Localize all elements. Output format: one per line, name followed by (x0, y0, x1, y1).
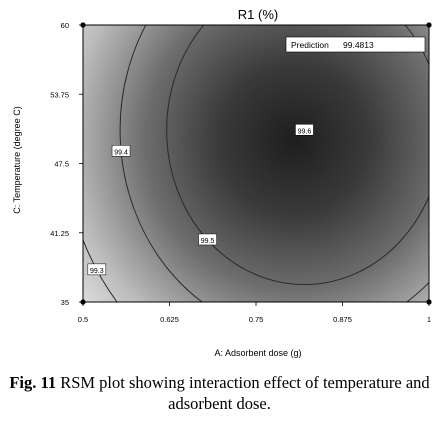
prediction-label: Prediction (291, 40, 329, 50)
x-axis: 0.5 0.625 0.75 0.875 1 (78, 302, 431, 324)
contour-label-2: 99.4 (111, 145, 131, 157)
figure-caption: Fig. 11 RSM plot showing interaction eff… (0, 372, 439, 414)
y-axis-label: C: Temperature (degree C) (12, 106, 22, 213)
x-tick-label-4: 1 (427, 315, 431, 324)
y-tick-label-2: 47.5 (54, 160, 69, 169)
x-axis-label: A: Adsorbent dose (g) (214, 348, 301, 358)
contour-label-0: 99.6 (295, 124, 314, 136)
contour-line-2 (119, 25, 429, 302)
y-tick-label-1: 41.25 (50, 229, 69, 238)
contour-label-1: 99.5 (198, 233, 217, 246)
surface-fill (83, 25, 429, 302)
caption-label: Fig. 11 (9, 373, 57, 392)
plot-area: 99.6 99.5 99.4 99.3 (80, 22, 432, 305)
contour-label-text-2: 99.4 (114, 149, 128, 156)
y-tick-label-4: 60 (61, 21, 69, 30)
contour-label-3: 99.3 (87, 263, 107, 276)
y-axis: 35 41.25 47.5 53.75 60 (50, 21, 83, 307)
x-tick-label-1: 0.625 (160, 315, 179, 324)
contour-line-1 (166, 25, 429, 286)
x-tick-label-0: 0.5 (78, 315, 88, 324)
y-tick-label-3: 53.75 (50, 90, 69, 99)
x-tick-label-2: 0.75 (249, 315, 264, 324)
y-tick-label-0: 35 (61, 298, 69, 307)
prediction-box: Prediction 99.4813 (285, 36, 426, 53)
contour-label-text-3: 99.3 (90, 268, 104, 275)
x-tick-label-3: 0.875 (333, 315, 352, 324)
design-point-1 (426, 22, 432, 28)
caption-text: RSM plot showing interaction effect of t… (56, 373, 430, 413)
contour-label-text-0: 99.6 (298, 128, 312, 135)
chart-title: R1 (%) (238, 7, 278, 22)
prediction-value: 99.4813 (343, 40, 374, 50)
contour-label-text-1: 99.5 (201, 238, 215, 245)
